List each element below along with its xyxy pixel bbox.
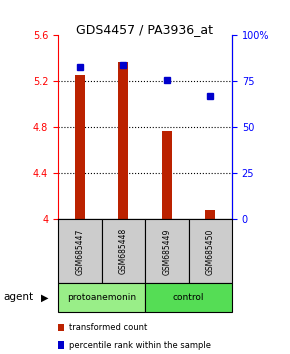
Text: protoanemonin: protoanemonin bbox=[67, 293, 136, 302]
Text: control: control bbox=[173, 293, 204, 302]
Text: transformed count: transformed count bbox=[69, 323, 147, 332]
Bar bbox=[75, 74, 85, 219]
Bar bbox=[188, 219, 232, 283]
Bar bbox=[145, 283, 232, 312]
Text: GSM685449: GSM685449 bbox=[162, 228, 171, 275]
Text: GSM685450: GSM685450 bbox=[206, 228, 215, 275]
Bar bbox=[145, 219, 188, 283]
Text: GDS4457 / PA3936_at: GDS4457 / PA3936_at bbox=[77, 23, 213, 36]
Bar bbox=[162, 131, 171, 219]
Bar bbox=[102, 219, 145, 283]
Bar bbox=[58, 219, 102, 283]
Text: GSM685448: GSM685448 bbox=[119, 228, 128, 274]
Bar bbox=[58, 283, 145, 312]
Bar bbox=[205, 210, 215, 219]
Text: ▶: ▶ bbox=[41, 292, 49, 302]
Text: GSM685447: GSM685447 bbox=[75, 228, 84, 275]
Text: agent: agent bbox=[3, 292, 33, 302]
Text: percentile rank within the sample: percentile rank within the sample bbox=[69, 341, 211, 350]
Bar bbox=[119, 62, 128, 219]
